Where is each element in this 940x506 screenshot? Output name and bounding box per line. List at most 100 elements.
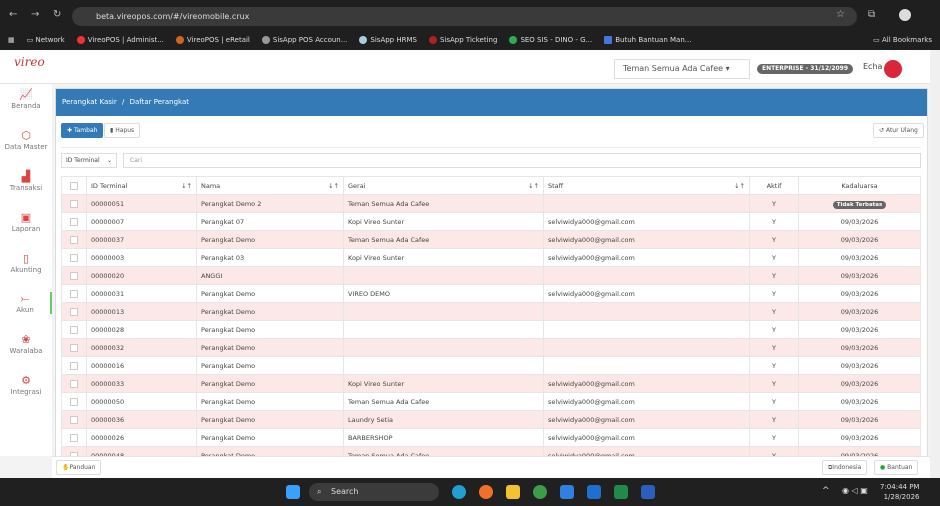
extensions-icon[interactable]: ⧉ bbox=[868, 9, 876, 20]
sidebar-item-data-master[interactable]: ⬡ Data Master bbox=[0, 129, 52, 151]
cell-gerai: Teman Semua Ada Cafee bbox=[343, 230, 544, 249]
table-row[interactable]: 00000020 ANGGI Y 09/03/2026 bbox=[61, 266, 921, 285]
cell-kadaluarsa: 09/03/2026 bbox=[798, 212, 921, 231]
avatar[interactable] bbox=[884, 60, 902, 78]
table-row[interactable]: 00000037 Perangkat Demo Teman Semua Ada Ca… bbox=[61, 230, 921, 249]
bookmark[interactable]: VireoPOS | Administ... bbox=[76, 36, 164, 44]
reload-icon[interactable]: ↻ bbox=[53, 9, 62, 20]
sidebar: 📈 Beranda ⬡ Data Master ▟ Transaksi ▣ Lapora… bbox=[0, 84, 52, 456]
table-row[interactable]: 00000031 Perangkat Demo VIREO DEMO selviwid… bbox=[61, 284, 921, 303]
cell-gerai: BARBERSHOP bbox=[343, 428, 544, 447]
delete-button[interactable]: ▮ Hapus bbox=[104, 123, 141, 138]
sidebar-item-beranda[interactable]: 📈 Beranda bbox=[0, 88, 52, 110]
row-checkbox[interactable] bbox=[70, 235, 78, 244]
windows-start-icon[interactable] bbox=[286, 485, 300, 499]
address-bar[interactable]: beta.vireopos.com/#/vireomobile.crux bbox=[72, 7, 857, 26]
col-id[interactable]: ID Terminal ↓↑ bbox=[86, 176, 197, 195]
guide-button[interactable]: ✋Panduan bbox=[56, 460, 102, 475]
table-row[interactable]: 00000007 Perangkat 07 Kopi Vireo Sunter sel… bbox=[61, 212, 921, 231]
row-checkbox[interactable] bbox=[70, 415, 78, 424]
scrollbar[interactable] bbox=[930, 50, 940, 478]
todo-icon[interactable] bbox=[560, 485, 574, 499]
wifi-icon[interactable]: ◉ ◁ ▣ bbox=[842, 486, 868, 495]
excel-icon[interactable] bbox=[614, 485, 628, 499]
table-row[interactable]: 00000026 Perangkat Demo BARBERSHOP selviwid… bbox=[61, 428, 921, 447]
col-nama[interactable]: Nama ↓↑ bbox=[196, 176, 344, 195]
bookmark[interactable]: SisApp Ticketing bbox=[428, 36, 497, 44]
bookmark[interactable]: VireoPOS | eRetail bbox=[175, 36, 250, 44]
add-button[interactable]: ✚ Tambah bbox=[61, 123, 104, 138]
table-row[interactable]: 00000033 Perangkat Demo Kopi Vireo Sunter s… bbox=[61, 374, 921, 393]
sidebar-item-laporan[interactable]: ▣ Laporan bbox=[0, 211, 52, 233]
sidebar-item-integrasi[interactable]: ⚙ Integrasi bbox=[0, 374, 52, 396]
sidebar-item-akun[interactable]: ⤚ Akun bbox=[0, 292, 52, 314]
back-icon[interactable]: ← bbox=[9, 9, 18, 20]
outlook-icon[interactable] bbox=[587, 485, 601, 499]
sidebar-item-transaksi[interactable]: ▟ Transaksi bbox=[0, 170, 52, 192]
apps-icon[interactable]: ▦ bbox=[8, 36, 15, 44]
table-row[interactable]: 00000016 Perangkat Demo Y 09/03/2026 bbox=[61, 356, 921, 375]
firefox-icon[interactable] bbox=[479, 485, 493, 499]
cell-kadaluarsa: 09/03/2026 bbox=[798, 284, 921, 303]
tray-chevron-icon[interactable]: ^ bbox=[822, 486, 830, 496]
row-checkbox[interactable] bbox=[70, 451, 78, 457]
cell-aktif: Y bbox=[749, 356, 799, 375]
table-row[interactable]: 00000013 Perangkat Demo Y 09/03/2026 bbox=[61, 302, 921, 321]
bookmark[interactable]: ▭ Network bbox=[26, 36, 65, 44]
row-checkbox[interactable] bbox=[70, 361, 78, 370]
bookmark[interactable]: SisApp HRMS bbox=[359, 36, 417, 44]
sort-icon[interactable]: ↓↑ bbox=[328, 181, 339, 190]
row-checkbox[interactable] bbox=[70, 217, 78, 226]
sort-icon[interactable]: ↓↑ bbox=[734, 181, 745, 190]
table-row[interactable]: 00000048 Perangkat Demo Teman Semua Ada Ca… bbox=[61, 446, 921, 457]
word-icon[interactable] bbox=[641, 485, 655, 499]
select-all-checkbox[interactable] bbox=[70, 181, 78, 190]
bookmark[interactable]: Butuh Bantuan Man... bbox=[604, 36, 691, 44]
help-button[interactable]: ● Bantuan bbox=[874, 460, 919, 475]
sidebar-item-waralaba[interactable]: ❀ Waralaba bbox=[0, 333, 52, 355]
cell-staff: selviwidya000@gmail.com bbox=[543, 428, 750, 447]
table-row[interactable]: 00000050 Perangkat Demo Teman Semua Ada Ca… bbox=[61, 392, 921, 411]
row-checkbox[interactable] bbox=[70, 271, 78, 280]
row-checkbox[interactable] bbox=[70, 307, 78, 316]
table-row[interactable]: 00000032 Perangkat Demo Y 09/03/2026 bbox=[61, 338, 921, 357]
bookmark[interactable]: SEO SIS - DINO - G... bbox=[509, 36, 592, 44]
user-name[interactable]: Echa bbox=[863, 62, 883, 71]
search-input[interactable]: Cari bbox=[123, 153, 921, 168]
row-checkbox[interactable] bbox=[70, 397, 78, 406]
breadcrumb-parent[interactable]: Perangkat Kasir bbox=[62, 98, 117, 106]
clock[interactable]: 7:04:44 PM 1/28/2026 bbox=[880, 483, 920, 501]
row-checkbox[interactable] bbox=[70, 325, 78, 334]
row-checkbox[interactable] bbox=[70, 289, 78, 298]
row-checkbox[interactable] bbox=[70, 379, 78, 388]
table-row[interactable]: 00000051 Perangkat Demo 2 Teman Semua Ada … bbox=[61, 194, 921, 213]
row-checkbox[interactable] bbox=[70, 433, 78, 442]
table-row[interactable]: 00000036 Perangkat Demo Laundry Setia selvi… bbox=[61, 410, 921, 429]
table-row[interactable]: 00000028 Perangkat Demo Y 09/03/2026 bbox=[61, 320, 921, 339]
cell-id: 00000013 bbox=[86, 302, 197, 321]
taskbar-search[interactable]: ⌕ Search bbox=[309, 483, 439, 501]
col-staff[interactable]: Staff ↓↑ bbox=[543, 176, 750, 195]
reset-button[interactable]: ↺ Atur Ulang bbox=[873, 123, 924, 138]
row-checkbox[interactable] bbox=[70, 253, 78, 262]
table-row[interactable]: 00000003 Perangkat 03 Kopi Vireo Sunter sel… bbox=[61, 248, 921, 267]
sidebar-item-akunting[interactable]: ▯ Akunting bbox=[0, 252, 52, 274]
star-icon[interactable]: ☆ bbox=[836, 9, 845, 20]
sort-icon[interactable]: ↓↑ bbox=[181, 181, 192, 190]
all-bookmarks[interactable]: ▭ All Bookmarks bbox=[873, 36, 932, 44]
row-checkbox[interactable] bbox=[70, 199, 78, 208]
bookmark[interactable]: SisApp POS Accoun... bbox=[261, 36, 347, 44]
forward-icon[interactable]: → bbox=[31, 9, 40, 20]
language-button[interactable]: ⧉Indonesia bbox=[822, 460, 868, 475]
file-explorer-icon[interactable] bbox=[506, 485, 520, 499]
chrome-icon[interactable] bbox=[533, 485, 547, 499]
sort-icon[interactable]: ↓↑ bbox=[528, 181, 539, 190]
edge-icon[interactable] bbox=[452, 485, 466, 499]
row-checkbox[interactable] bbox=[70, 343, 78, 352]
profile-icon[interactable] bbox=[899, 9, 911, 21]
col-gerai[interactable]: Gerai ↓↑ bbox=[343, 176, 544, 195]
vireo-logo[interactable]: vireo bbox=[14, 55, 45, 69]
browser-chrome: ← → ↻ beta.vireopos.com/#/vireomobile.cr… bbox=[0, 0, 940, 50]
filter-field-select[interactable]: ID Terminal ⌄ bbox=[61, 153, 117, 168]
outlet-dropdown[interactable]: Teman Semua Ada Cafee ▾ bbox=[614, 59, 750, 79]
